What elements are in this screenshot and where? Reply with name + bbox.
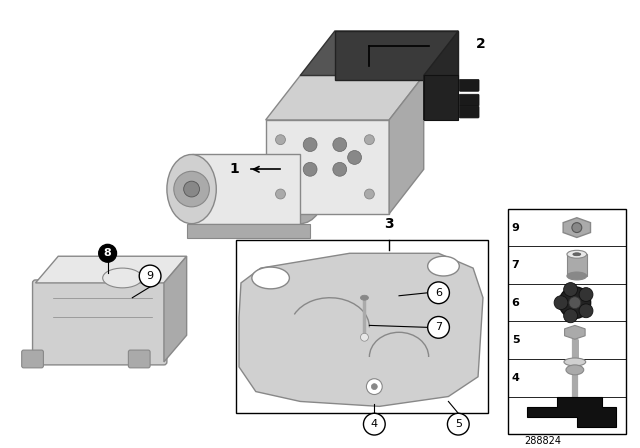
Ellipse shape <box>573 253 580 256</box>
Polygon shape <box>563 218 591 237</box>
Polygon shape <box>389 75 424 214</box>
Text: 9: 9 <box>147 271 154 281</box>
Text: 5: 5 <box>455 419 462 429</box>
Ellipse shape <box>428 256 460 276</box>
Circle shape <box>184 181 200 197</box>
Circle shape <box>276 135 285 145</box>
Polygon shape <box>424 31 458 120</box>
Text: 6: 6 <box>511 297 520 308</box>
Ellipse shape <box>564 358 586 366</box>
Text: 6: 6 <box>435 288 442 298</box>
Text: 7: 7 <box>512 260 520 270</box>
Circle shape <box>371 383 378 390</box>
Bar <box>236 241 488 414</box>
Ellipse shape <box>360 295 369 300</box>
FancyBboxPatch shape <box>460 106 479 118</box>
Circle shape <box>333 138 347 151</box>
Text: 4: 4 <box>371 419 378 429</box>
Text: 5: 5 <box>512 335 520 345</box>
FancyBboxPatch shape <box>22 350 44 368</box>
FancyBboxPatch shape <box>33 280 167 365</box>
Circle shape <box>564 309 577 323</box>
Ellipse shape <box>102 268 142 288</box>
Circle shape <box>364 414 385 435</box>
Circle shape <box>367 379 382 395</box>
FancyBboxPatch shape <box>567 254 587 276</box>
Circle shape <box>333 162 347 176</box>
Text: 3: 3 <box>385 216 394 231</box>
Circle shape <box>348 151 362 164</box>
FancyBboxPatch shape <box>460 79 479 91</box>
Text: 4: 4 <box>511 373 520 383</box>
Circle shape <box>99 245 116 262</box>
Text: 1: 1 <box>229 162 239 177</box>
Polygon shape <box>266 75 424 120</box>
Circle shape <box>276 189 285 199</box>
Ellipse shape <box>566 365 584 375</box>
Ellipse shape <box>276 155 325 224</box>
Polygon shape <box>266 120 389 214</box>
Polygon shape <box>35 256 187 283</box>
Circle shape <box>364 135 374 145</box>
Polygon shape <box>527 397 616 427</box>
Polygon shape <box>424 75 458 120</box>
Polygon shape <box>300 31 458 75</box>
Circle shape <box>360 333 369 341</box>
Circle shape <box>447 414 469 435</box>
Circle shape <box>428 282 449 304</box>
Circle shape <box>564 283 577 297</box>
Polygon shape <box>239 253 483 406</box>
FancyBboxPatch shape <box>129 350 150 368</box>
Polygon shape <box>164 256 187 362</box>
Ellipse shape <box>567 250 587 258</box>
Ellipse shape <box>252 267 289 289</box>
Circle shape <box>364 189 374 199</box>
Ellipse shape <box>567 272 587 280</box>
Text: 2: 2 <box>476 37 486 51</box>
Circle shape <box>554 296 568 310</box>
Circle shape <box>174 171 209 207</box>
Polygon shape <box>564 325 585 339</box>
FancyBboxPatch shape <box>191 155 300 224</box>
Circle shape <box>579 288 593 302</box>
Circle shape <box>559 287 591 319</box>
Circle shape <box>569 297 580 309</box>
Circle shape <box>303 162 317 176</box>
Text: 8: 8 <box>104 248 111 258</box>
Polygon shape <box>335 31 458 80</box>
Text: 7: 7 <box>435 323 442 332</box>
Bar <box>508 209 626 434</box>
Circle shape <box>579 304 593 318</box>
Text: 288824: 288824 <box>524 436 561 446</box>
Circle shape <box>428 316 449 338</box>
Polygon shape <box>187 224 310 238</box>
Circle shape <box>140 265 161 287</box>
Ellipse shape <box>167 155 216 224</box>
Circle shape <box>303 138 317 151</box>
FancyBboxPatch shape <box>460 94 479 106</box>
Circle shape <box>572 223 582 233</box>
Text: 9: 9 <box>511 223 520 233</box>
